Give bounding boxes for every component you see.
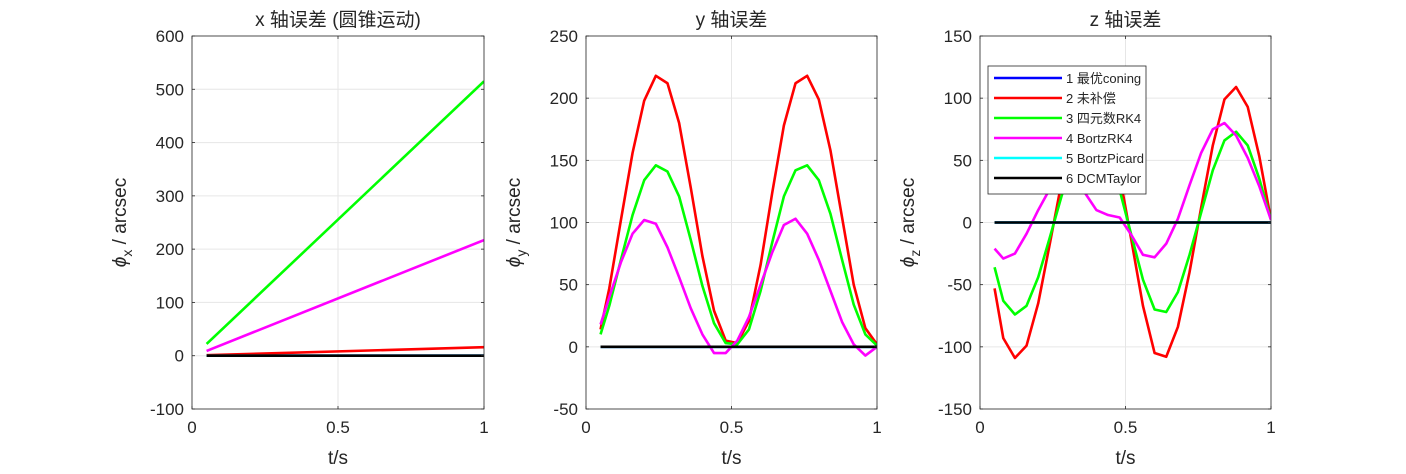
y-axis-label-symbol: ϕ [898,257,919,268]
series-group [993,85,1271,360]
y-tick-label: -100 [938,338,972,357]
y-tick-label: 0 [963,214,972,233]
y-axis-label: ϕz / arcsec [898,178,923,267]
y-axis-label-symbol: ϕ [504,257,525,268]
y-tick-label: 600 [156,27,184,46]
x-tick-label: 1 [1266,418,1275,437]
y-tick-label: -50 [947,276,972,295]
x-tick-label: 1 [479,418,488,437]
y-tick-label: 0 [175,347,184,366]
y-tick-label: 400 [156,134,184,153]
subplot-title: z 轴误差 [1090,9,1162,31]
y-axis-label-symbol: ϕ [110,257,131,268]
y-axis-label: ϕx / arcsec [110,178,135,267]
y-tick-label: 250 [550,27,578,46]
subplot-title: x 轴误差 (圆锥运动) [255,9,421,31]
x-tick-label: 0 [975,418,984,437]
y-tick-label: -50 [553,400,578,419]
x-axis-label: t/s [328,448,348,469]
x-tick-label: 1 [872,418,881,437]
y-tick-label: 200 [156,240,184,259]
legend: 1 最优coning 2 未补偿 3 四元数RK4 4 BortzRK4 5 Bortz… [987,65,1147,195]
y-tick-label: 200 [550,89,578,108]
y-axis-label-unit: / arcsec [110,178,131,250]
y-tick-label: 100 [156,293,184,312]
series-line-4-bortzrk4 [993,121,1271,260]
legend-label: 6 DCMTaylor [1066,171,1142,186]
series-line-3-rk4 [205,80,484,345]
subplot-title: y 轴误差 [696,9,768,31]
y-tick-label: 500 [156,80,184,99]
y-axis-label-subscript: y [513,250,529,257]
legend-label: 4 BortzRK4 [1066,131,1132,146]
x-axis-label: t/s [1115,448,1135,469]
y-tick-label: -100 [150,400,184,419]
x-tick-label: 0.5 [1114,418,1138,437]
y-tick-label: 0 [569,338,578,357]
y-tick-label: -150 [938,400,972,419]
y-tick-label: 150 [944,27,972,46]
series-line-4-bortzrk4 [206,238,484,353]
y-axis-label-subscript: x [119,250,135,257]
y-tick-label: 150 [550,151,578,170]
x-tick-label: 0 [187,418,196,437]
x-tick-label: 0.5 [326,418,350,437]
legend-label: 5 BortzPicard [1066,151,1144,166]
y-tick-label: 50 [559,276,578,295]
y-tick-label: 100 [944,89,972,108]
y-axis-label: ϕy / arcsec [504,178,529,267]
series-line-3-rk4 [599,164,877,347]
y-tick-label: 300 [156,187,184,206]
legend-box [987,65,1147,195]
x-axis-label: t/s [721,448,741,469]
y-axis-label-unit: / arcsec [898,178,919,250]
series-group [599,74,877,357]
x-tick-label: 0 [581,418,590,437]
y-tick-label: 100 [550,214,578,233]
series-group [205,80,484,358]
y-tick-label: 50 [953,151,972,170]
legend-label: 3 四元数RK4 [1066,111,1141,126]
legend-label: 2 未补偿 [1066,91,1116,106]
x-tick-label: 0.5 [720,418,744,437]
legend-label: 1 最优coning [1066,71,1141,86]
series-line-2 [206,345,484,357]
series-line-4-bortzrk4 [599,217,877,357]
y-axis-label-unit: / arcsec [504,178,525,250]
subplot-3: 0 0.5 1 -150 -100 -50 0 50 100 150 z 轴误差 t/s ϕz / ar… [898,9,1276,469]
y-axis-label-subscript: z [907,250,923,257]
